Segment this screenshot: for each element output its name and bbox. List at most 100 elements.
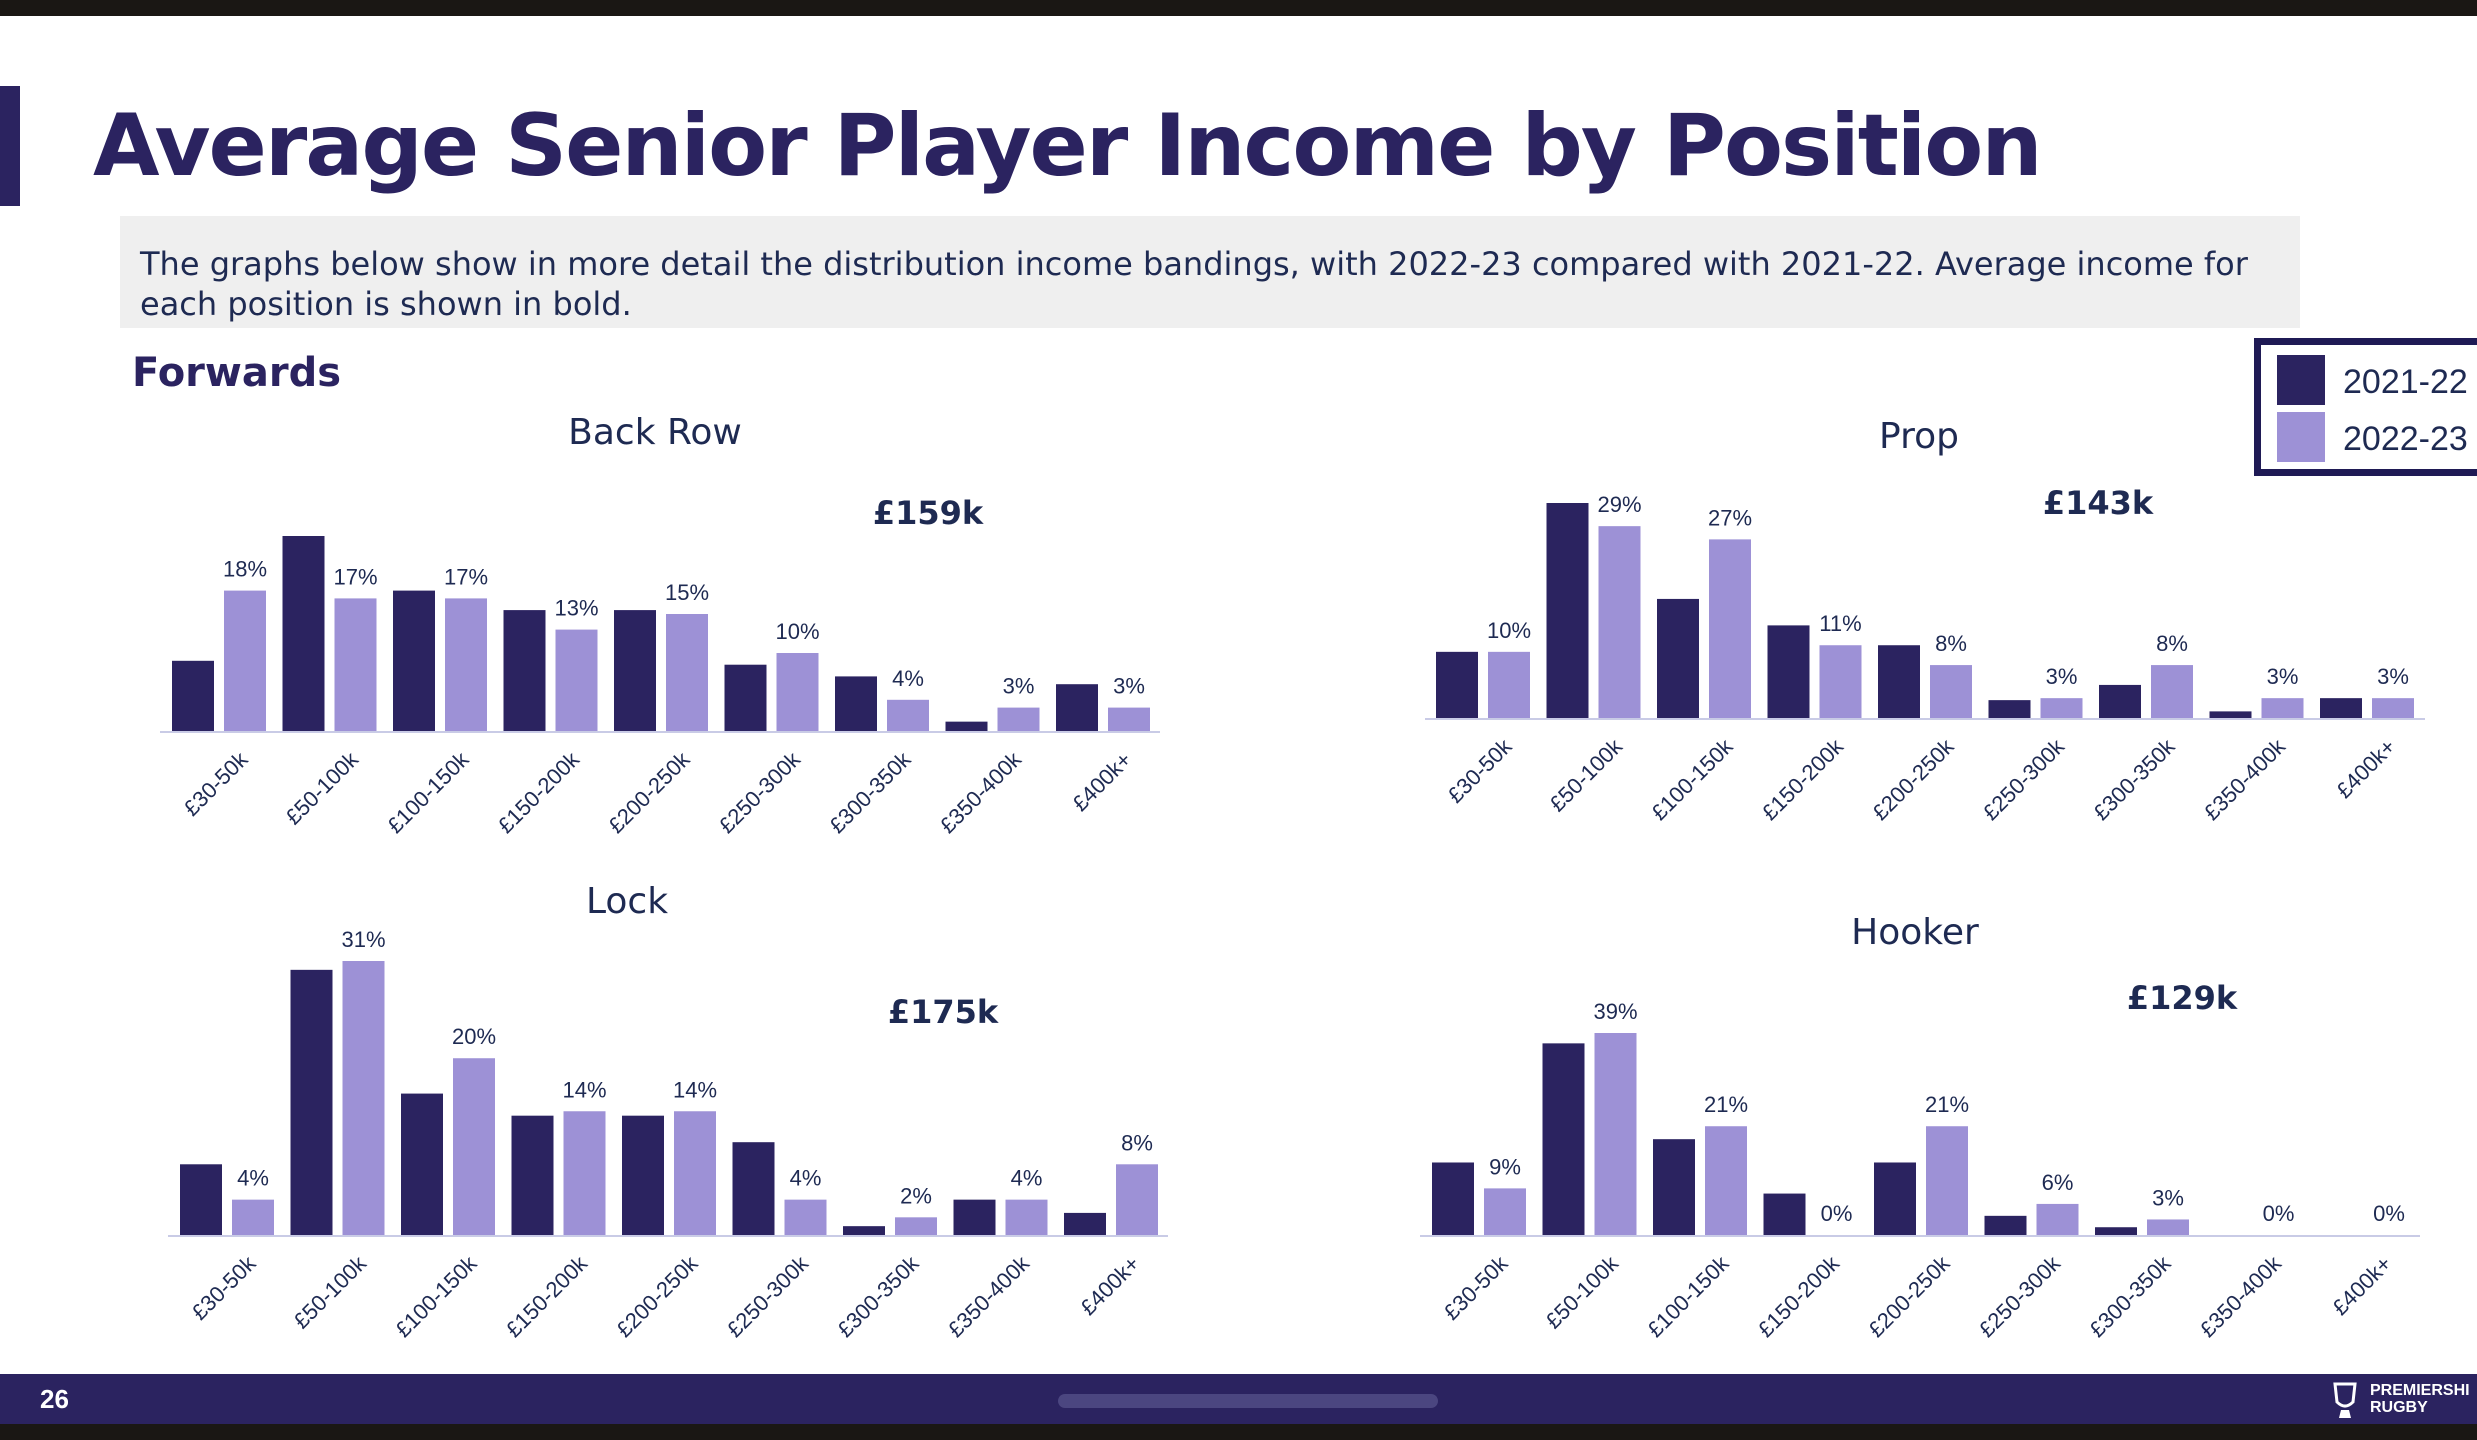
bar-2022-23: [1709, 539, 1751, 718]
chart-title: Prop: [1879, 416, 1959, 457]
bar-2022-23: [232, 1199, 274, 1235]
x-tick-label: £300-350k: [832, 1250, 924, 1342]
data-label: 39%: [1593, 999, 1637, 1024]
bar-2021-22: [1878, 645, 1920, 718]
x-tick-label: £350-400k: [943, 1250, 1035, 1342]
x-tick-label: £250-300k: [1978, 733, 2070, 825]
income-charts: Back Row £159k 18% £30-50k 17% £50-100k 17% £10…: [160, 412, 2425, 1342]
bar-2021-22: [180, 1164, 222, 1235]
bar-2022-23: [445, 598, 487, 731]
x-tick-label: £50-100k: [280, 746, 363, 829]
x-tick-label: £50-100k: [288, 1250, 371, 1333]
x-tick-label: £150-200k: [1753, 1250, 1845, 1342]
data-label: 0%: [2263, 1201, 2295, 1226]
x-tick-label: £200-250k: [603, 746, 695, 838]
bar-2022-23: [555, 629, 598, 731]
average-income-label: £159k: [873, 494, 984, 532]
x-tick-label: £100-150k: [390, 1250, 482, 1342]
bar-2022-23: [1705, 1126, 1747, 1235]
premiership-rugby-logo: PREMIERSHI RUGBY: [2330, 1378, 2477, 1420]
bar-2022-23: [1108, 707, 1150, 731]
data-label: 3%: [1113, 674, 1145, 699]
bar-2021-22: [1064, 1212, 1106, 1235]
data-label: 4%: [237, 1166, 269, 1191]
x-tick-label: £200-250k: [1867, 733, 1959, 825]
bar-2021-22: [945, 721, 988, 731]
x-tick-label: £250-300k: [722, 1250, 814, 1342]
x-tick-label: £150-200k: [493, 746, 585, 838]
x-tick-label: £200-250k: [1863, 1250, 1955, 1342]
data-label: 0%: [2373, 1201, 2405, 1226]
bar-2021-22: [282, 536, 325, 731]
x-tick-label: £400k+: [1075, 1251, 1144, 1320]
bar-2021-22: [1542, 1043, 1585, 1235]
data-label: 0%: [1821, 1201, 1853, 1226]
bar-2022-23: [1926, 1126, 1968, 1235]
x-tick-label: £400k+: [1067, 747, 1136, 816]
bar-2022-23: [2372, 698, 2414, 718]
bar-2022-23: [784, 1199, 827, 1235]
bar-2021-22: [2209, 711, 2252, 718]
data-label: 20%: [452, 1024, 496, 1049]
title-accent-bar: [0, 86, 20, 206]
bar-2021-22: [732, 1142, 775, 1235]
data-label: 6%: [2042, 1170, 2074, 1195]
data-label: 31%: [341, 927, 385, 952]
chart-title: Back Row: [568, 412, 742, 453]
data-label: 17%: [333, 564, 377, 589]
x-tick-label: £400k+: [2331, 734, 2400, 803]
bar-2021-22: [172, 660, 214, 731]
bar-2022-23: [563, 1111, 606, 1235]
x-tick-label: £250-300k: [1974, 1250, 2066, 1342]
x-tick-label: £300-350k: [2084, 1250, 2176, 1342]
data-label: 21%: [1704, 1092, 1748, 1117]
bar-2022-23: [2151, 665, 2193, 718]
bar-2021-22: [503, 610, 546, 731]
data-label: 17%: [444, 564, 488, 589]
x-tick-label: £350-400k: [935, 746, 1027, 838]
data-label: 3%: [2046, 664, 2078, 689]
data-label: 3%: [2377, 664, 2409, 689]
bar-2021-22: [1653, 1139, 1695, 1235]
data-label: 3%: [2267, 664, 2299, 689]
bar-2021-22: [2320, 698, 2362, 718]
bar-2022-23: [1116, 1164, 1158, 1235]
scroll-handle[interactable]: [1058, 1394, 1438, 1408]
section-title: Forwards: [132, 350, 342, 396]
x-tick-label: £50-100k: [1544, 733, 1627, 816]
legend-swatch-2021-22: [2277, 355, 2325, 405]
bar-2021-22: [1436, 651, 1478, 718]
average-income-label: £175k: [888, 993, 999, 1031]
bar-2022-23: [895, 1217, 937, 1235]
x-tick-label: £30-50k: [179, 746, 254, 821]
data-label: 13%: [554, 596, 598, 621]
data-label: 10%: [775, 619, 819, 644]
bar-2022-23: [1930, 665, 1972, 718]
bar-2022-23: [2147, 1219, 2189, 1235]
bar-2021-22: [2099, 684, 2141, 718]
bar-2022-23: [1005, 1199, 1048, 1235]
data-label: 2%: [900, 1183, 932, 1208]
bar-2021-22: [1763, 1193, 1806, 1235]
bar-2022-23: [1594, 1033, 1637, 1235]
bar-2021-22: [1546, 503, 1589, 718]
bar-2022-23: [334, 598, 377, 731]
bar-2021-22: [614, 610, 656, 731]
intro-text: The graphs below show in more detail the…: [120, 216, 2300, 328]
bar-2022-23: [342, 961, 385, 1235]
bar-2022-23: [776, 653, 819, 731]
bar-2021-22: [1984, 1215, 2027, 1235]
x-tick-label: £300-350k: [824, 746, 916, 838]
x-tick-label: £300-350k: [2088, 733, 2180, 825]
data-label: 14%: [673, 1077, 717, 1102]
x-tick-label: £30-50k: [187, 1250, 262, 1325]
bar-2021-22: [843, 1226, 885, 1235]
data-label: 14%: [562, 1077, 606, 1102]
data-label: 29%: [1597, 492, 1641, 517]
bar-2021-22: [953, 1199, 996, 1235]
bar-2021-22: [1657, 598, 1699, 718]
bar-2021-22: [511, 1115, 554, 1235]
bar-2021-22: [393, 590, 435, 731]
bar-2022-23: [666, 614, 708, 731]
data-label: 8%: [2156, 631, 2188, 656]
